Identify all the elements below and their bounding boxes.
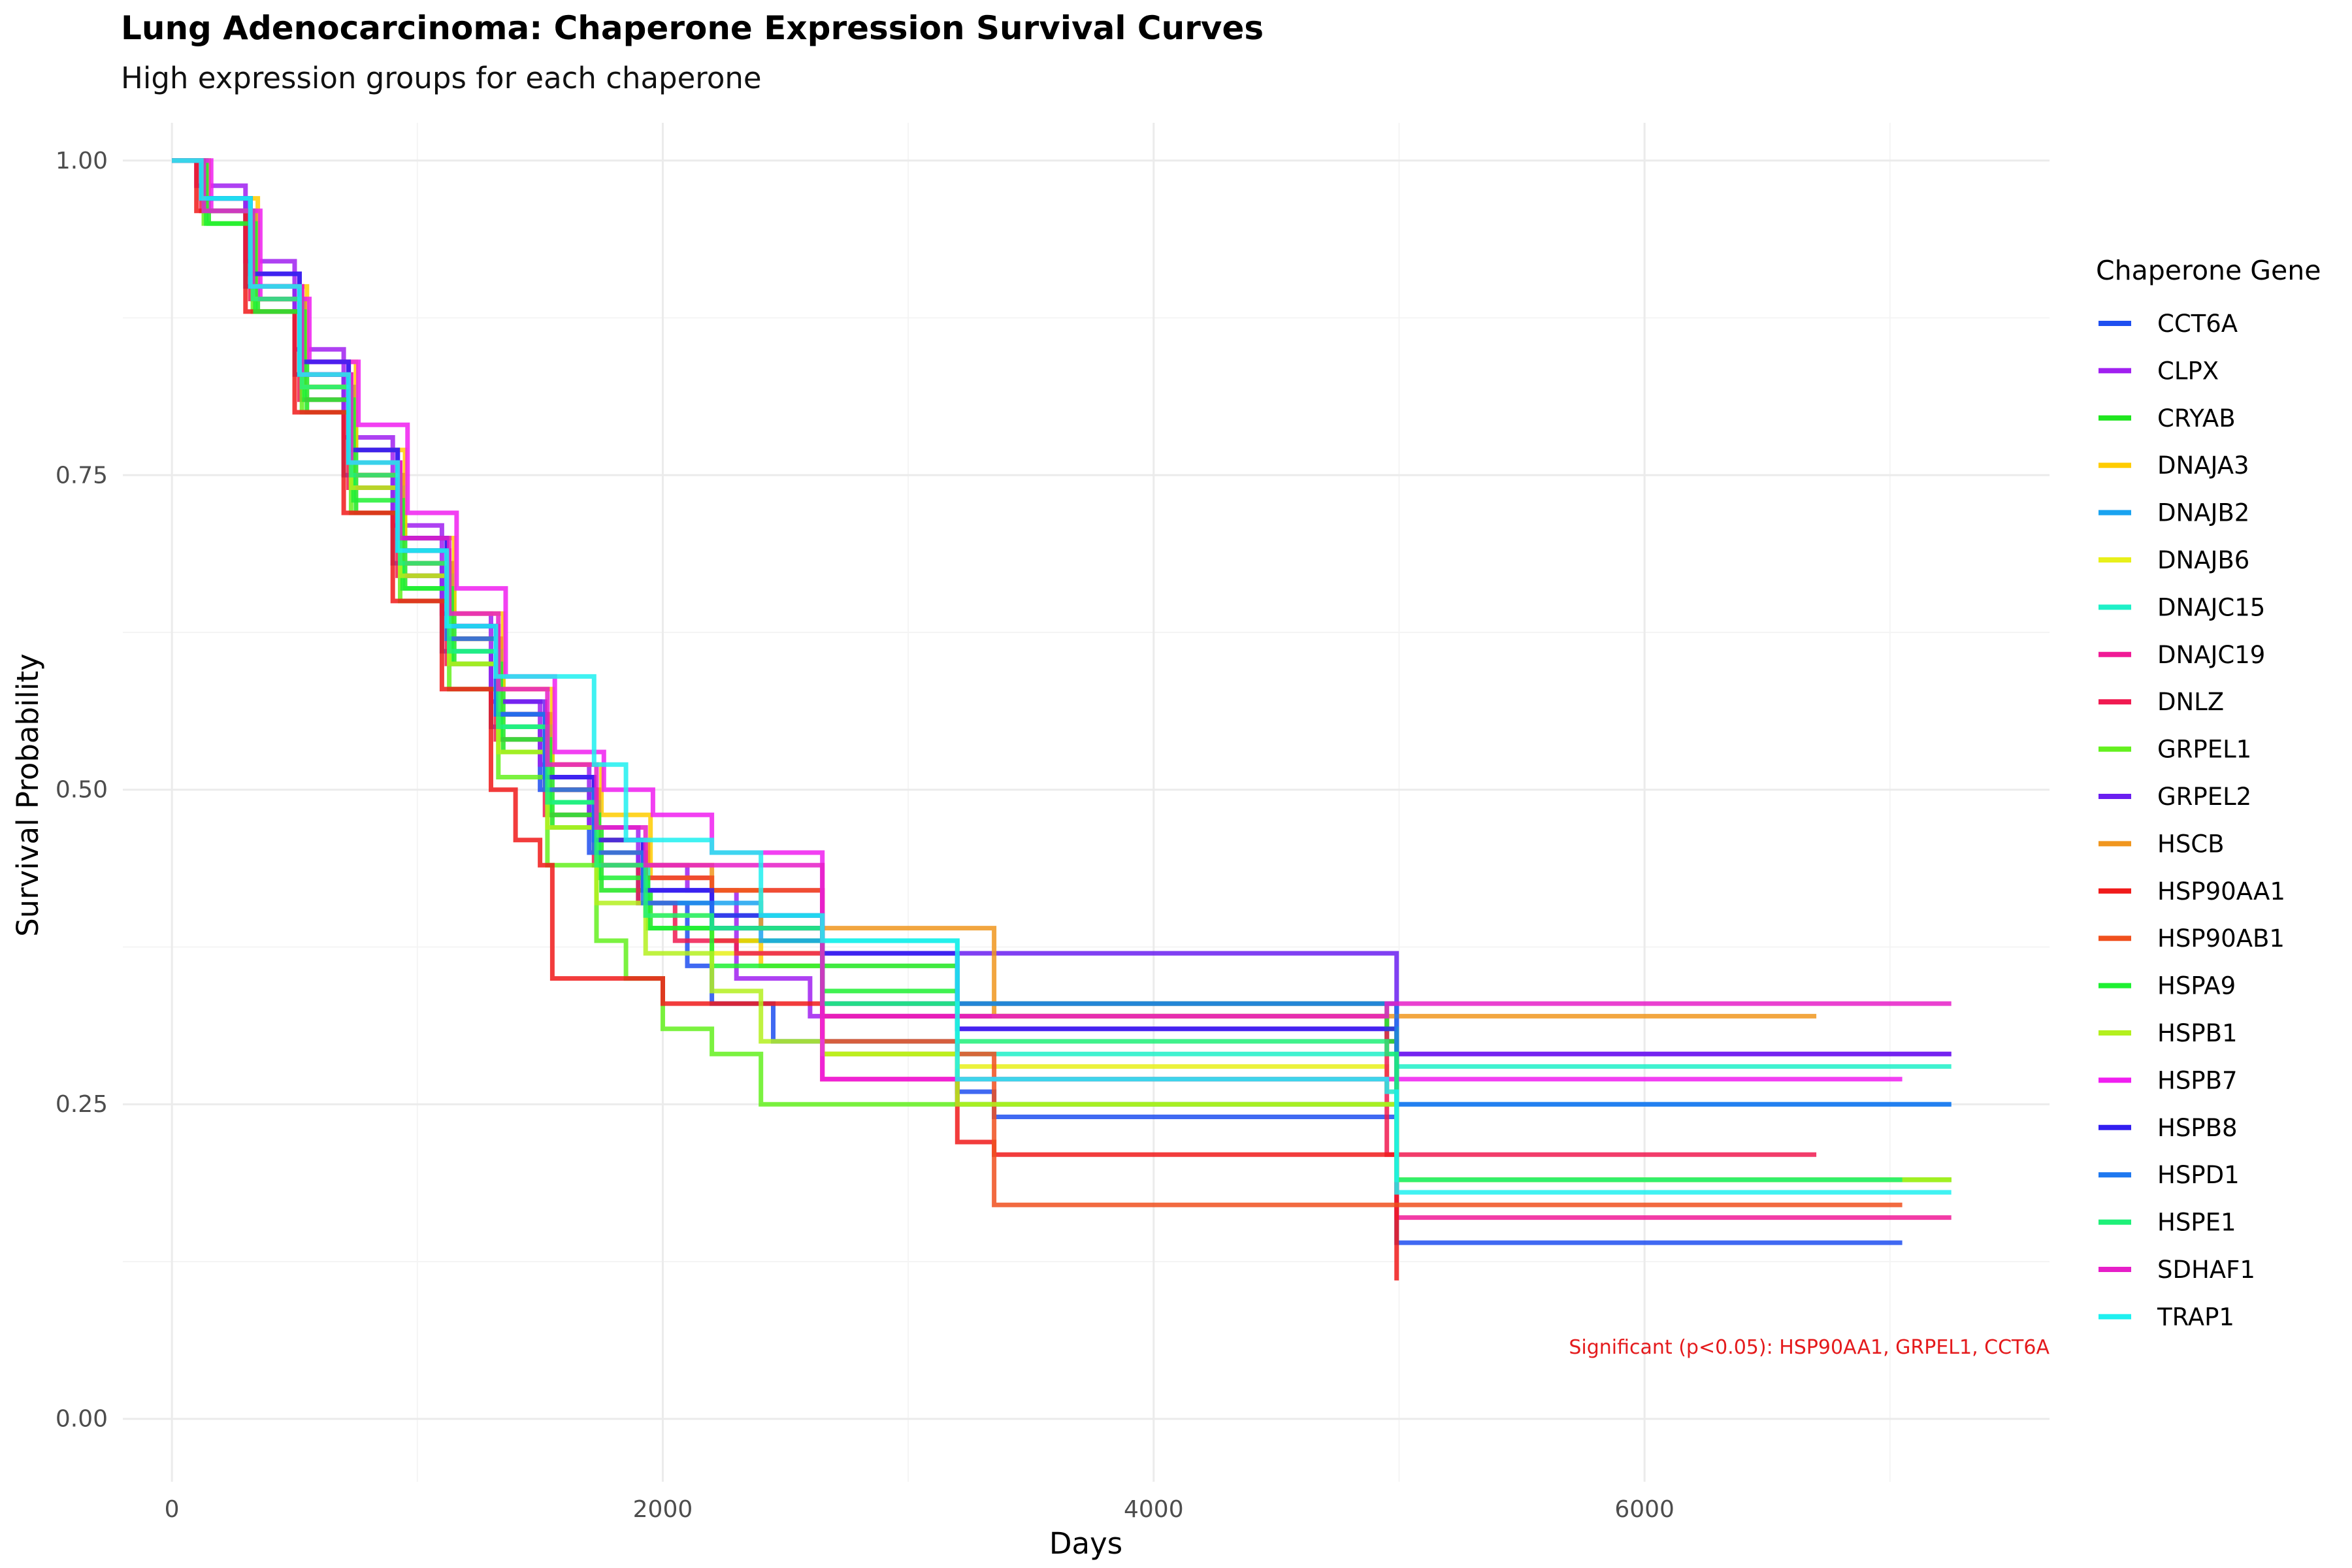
significance-annotation: Significant (p<0.05): HSP90AA1, GRPEL1, … (1569, 1336, 2050, 1359)
x-tick-label: 6000 (1614, 1496, 1674, 1523)
legend-label: HSPB1 (2157, 1019, 2238, 1047)
survival-curve-hspb7 (172, 158, 1903, 1082)
legend: Chaperone Gene CCT6A CLPX CRYAB DNAJA3 DNAJB… (2096, 255, 2321, 1331)
legend-label: HSPA9 (2157, 972, 2236, 1000)
legend-label: DNAJB6 (2157, 546, 2249, 574)
survival-curve-dnajc15 (172, 158, 1952, 1069)
x-axis-label: Days (1049, 1526, 1122, 1561)
y-tick-label: 0.25 (56, 1091, 108, 1118)
survival-curve-trap1 (172, 158, 1952, 1195)
legend-label: HSPE1 (2157, 1209, 2236, 1237)
survival-curve-grpel2 (172, 158, 1952, 1056)
legend-label: CRYAB (2157, 404, 2236, 433)
survival-curve-hsp90aa1 (172, 158, 1399, 1281)
y-tick-label: 0.75 (56, 462, 108, 489)
survival-curve-clpx (172, 158, 1952, 1056)
legend-label: HSCB (2157, 830, 2225, 858)
legend-label: CCT6A (2157, 310, 2238, 338)
legend-label: DNAJA3 (2157, 451, 2249, 480)
legend-label: SDHAF1 (2157, 1256, 2255, 1284)
gridlines (123, 123, 2050, 1482)
legend-label: HSPD1 (2157, 1161, 2240, 1189)
y-axis-label: Survival Probability (10, 653, 45, 937)
x-axis-ticks: 0 2000 4000 6000 (165, 1496, 1674, 1523)
x-tick-label: 0 (165, 1496, 180, 1523)
y-tick-label: 0.50 (56, 777, 108, 804)
legend-title: Chaperone Gene (2096, 255, 2321, 286)
chart-subtitle: High expression groups for each chaperon… (121, 61, 762, 95)
y-tick-label: 1.00 (56, 148, 108, 174)
survival-curve-hspb8 (172, 158, 1397, 1032)
legend-label: DNAJC15 (2157, 593, 2265, 621)
legend-label: DNAJB2 (2157, 499, 2249, 527)
legend-label: HSPB7 (2157, 1066, 2238, 1094)
legend-label: HSP90AA1 (2157, 877, 2285, 906)
legend-label: HSPB8 (2157, 1114, 2238, 1142)
x-tick-label: 4000 (1124, 1496, 1184, 1523)
y-axis-ticks: 0.00 0.25 0.50 0.75 1.00 (56, 148, 108, 1433)
survival-curve-dnajc19 (172, 158, 1952, 1220)
legend-label: HSP90AB1 (2157, 924, 2285, 953)
y-tick-label: 0.00 (56, 1406, 108, 1433)
x-tick-label: 2000 (633, 1496, 693, 1523)
legend-label: DNLZ (2157, 688, 2224, 716)
survival-curves (172, 158, 1952, 1281)
chart-title: Lung Adenocarcinoma: Chaperone Expressio… (121, 9, 1264, 47)
legend-label: CLPX (2157, 357, 2219, 385)
legend-label: TRAP1 (2157, 1303, 2234, 1331)
legend-label: DNAJC19 (2157, 641, 2265, 669)
legend-label: GRPEL2 (2157, 783, 2251, 811)
legend-label: GRPEL1 (2157, 736, 2251, 764)
